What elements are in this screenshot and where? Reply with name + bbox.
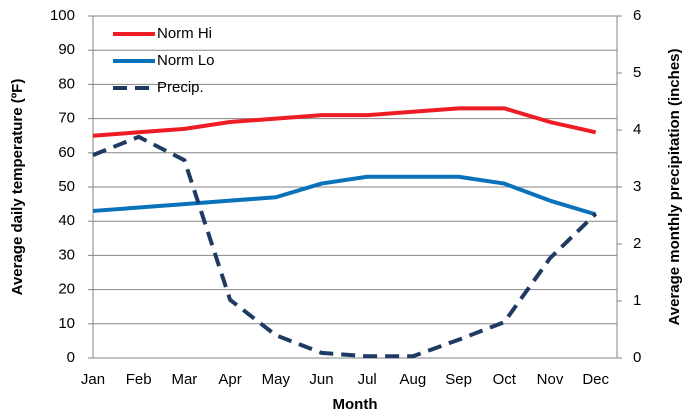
y-tick-label: 20 xyxy=(58,281,75,298)
x-tick-label: Mar xyxy=(171,371,197,388)
y-tick-label: 0 xyxy=(67,349,75,366)
x-axis-title: Month xyxy=(333,396,378,413)
y-tick-label: 90 xyxy=(58,41,75,58)
y2-axis-title: Average monthly precipitation (inches) xyxy=(666,49,683,326)
y-tick-label: 70 xyxy=(58,110,75,127)
x-tick-label: Nov xyxy=(537,371,564,388)
x-tick-label: Aug xyxy=(400,371,427,388)
y2-tick-label: 5 xyxy=(633,64,641,81)
y2-tick-label: 0 xyxy=(633,349,641,366)
y2-tick-label: 3 xyxy=(633,178,641,195)
line-0 xyxy=(92,106,597,138)
y-tick-label: 40 xyxy=(58,212,75,229)
y-tick-label: 50 xyxy=(58,178,75,195)
y2-tick-label: 2 xyxy=(633,235,641,252)
x-tick-label: Jan xyxy=(81,371,105,388)
y-tick-label: 80 xyxy=(58,75,75,92)
legend-label: Precip. xyxy=(157,79,204,96)
y-tick-label: 100 xyxy=(50,7,75,24)
legend-label: Norm Hi xyxy=(157,25,212,42)
x-tick-label: Jun xyxy=(309,371,333,388)
line-1 xyxy=(92,174,597,217)
y-tick-label: 60 xyxy=(58,144,75,161)
y2-tick-label: 1 xyxy=(633,292,641,309)
x-tick-label: Jul xyxy=(358,371,377,388)
x-tick-label: Dec xyxy=(582,371,609,388)
line-2 xyxy=(92,134,598,359)
y-axis-title: Average daily temperature (ºF) xyxy=(9,79,26,296)
x-tick-label: Feb xyxy=(126,371,152,388)
x-tick-label: Sep xyxy=(445,371,472,388)
y2-tick-label: 4 xyxy=(633,121,641,138)
y2-tick-label: 6 xyxy=(633,7,641,24)
y-tick-label: 10 xyxy=(58,315,75,332)
x-tick-label: May xyxy=(262,371,291,388)
x-tick-label: Apr xyxy=(218,371,241,388)
y-tick-label: 30 xyxy=(58,246,75,263)
x-tick-label: Oct xyxy=(493,371,517,388)
legend-label: Norm Lo xyxy=(157,52,215,69)
